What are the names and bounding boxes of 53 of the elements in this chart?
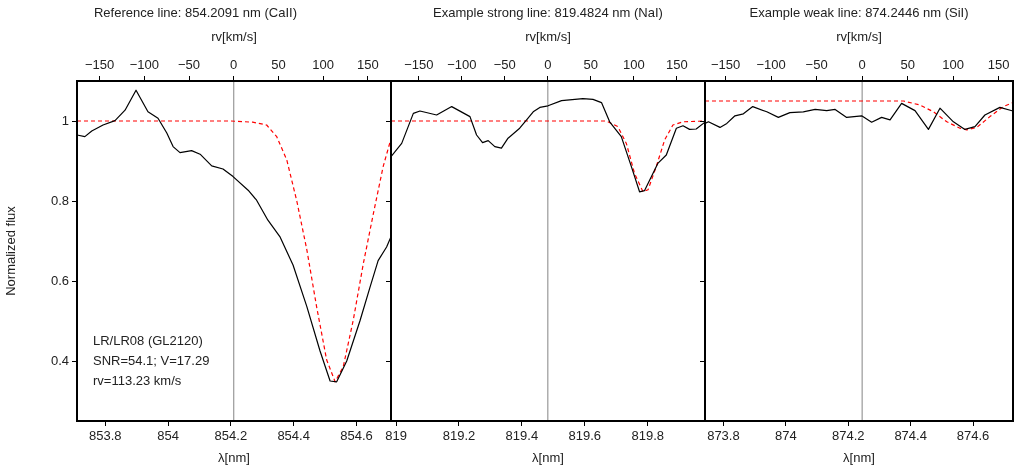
x2-tick-label: 0 — [544, 56, 552, 72]
y-tick-label: 0.6 — [50, 272, 69, 288]
x-tick-label: 874.6 — [956, 428, 990, 444]
x-tick-label: 819.8 — [631, 428, 665, 444]
x2-tick-label: 100 — [312, 56, 335, 72]
x2-tick-label: 0 — [230, 56, 238, 72]
x2-tick-label: 50 — [900, 56, 915, 72]
x2-tick-label: −50 — [177, 56, 201, 72]
x2-tick-label: 150 — [665, 56, 688, 72]
x-tick-label: 854.4 — [277, 428, 310, 444]
chart-title: Reference line: 854.2091 nm (CaII) — [93, 5, 298, 21]
x-tick-label: 819 — [385, 428, 407, 444]
x2-tick-label: −150 — [84, 56, 115, 72]
x-tick-label: 819.6 — [568, 428, 602, 444]
x2-tick-label: −150 — [404, 56, 434, 72]
chart-title: Example weak line: 874.2446 nm (SiI) — [749, 5, 969, 21]
x2-tick-label: 50 — [583, 56, 599, 72]
x2-tick-label: −100 — [129, 56, 159, 72]
x2-tick-label: 150 — [987, 56, 1010, 72]
x-tick-label: 854.2 — [214, 428, 248, 444]
y-tick-label: 1 — [61, 112, 69, 128]
x-tick-label: 819.2 — [442, 428, 476, 444]
x-tick-label: 854 — [157, 428, 179, 444]
annotation: SNR=54.1; V=17.29 — [93, 352, 210, 368]
x-tick-label: 873.8 — [707, 428, 740, 444]
y-tick-label: 0.8 — [50, 192, 69, 208]
x2-tick-label: −150 — [711, 56, 741, 72]
x-tick-label: 819.4 — [505, 428, 539, 444]
x2-tick-label: −100 — [447, 56, 477, 72]
annotation: rv=113.23 km/s — [93, 372, 182, 388]
x-tick-label: 874.4 — [894, 428, 927, 444]
x-axis-title: λ[nm] — [218, 449, 250, 465]
x2-tick-label: −50 — [493, 56, 516, 72]
x2-tick-label: 150 — [357, 56, 379, 72]
x2-tick-label: 100 — [942, 56, 964, 72]
y-axis-title: Normalized flux — [3, 205, 19, 296]
x2-axis-title: rv[km/s] — [211, 28, 257, 44]
x-axis-title: λ[nm] — [843, 449, 875, 465]
x2-tick-label: 100 — [622, 56, 645, 72]
x2-axis-title: rv[km/s] — [525, 28, 571, 44]
x2-tick-label: 50 — [271, 56, 286, 72]
x-tick-label: 854.6 — [340, 428, 373, 444]
x-axis-title: λ[nm] — [532, 449, 564, 465]
x2-tick-label: −100 — [756, 56, 786, 72]
annotation: LR/LR08 (GL2120) — [93, 332, 203, 348]
x-tick-label: 853.8 — [88, 428, 122, 444]
x2-tick-label: −50 — [805, 56, 828, 72]
x-tick-label: 874 — [774, 428, 797, 444]
x-tick-label: 874.2 — [831, 428, 865, 444]
x2-axis-title: rv[km/s] — [836, 28, 882, 44]
chart-title: Example strong line: 819.4824 nm (NaI) — [433, 5, 663, 21]
x2-tick-label: 0 — [858, 56, 866, 72]
y-tick-label: 0.4 — [50, 352, 69, 368]
